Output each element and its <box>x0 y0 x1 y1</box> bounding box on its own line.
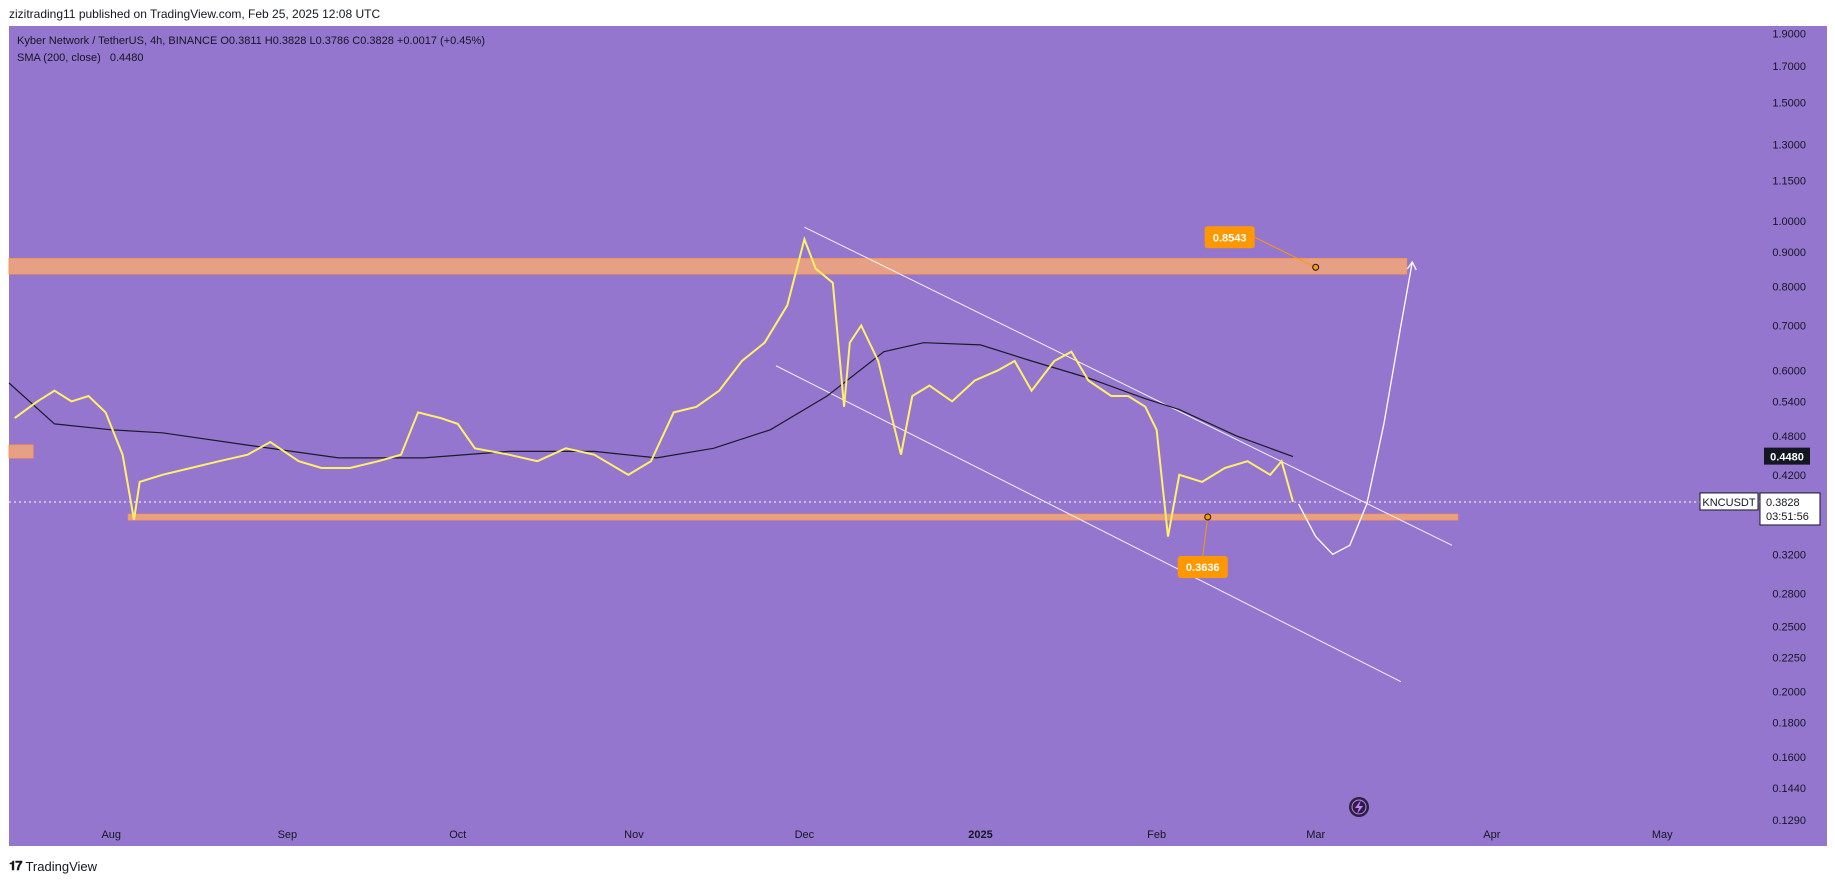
sma-price-tag-text: 0.4480 <box>1770 452 1804 464</box>
y-tick-label: 1.1500 <box>1772 175 1806 187</box>
y-tick-label: 0.3200 <box>1772 549 1806 561</box>
y-tick-label: 0.1800 <box>1772 718 1806 730</box>
x-tick-label: Aug <box>101 829 121 841</box>
tradingview-icon: 𝟏𝟕 <box>9 858 23 873</box>
y-tick-label: 0.6000 <box>1772 366 1806 378</box>
y-tick-label: 0.4200 <box>1772 470 1806 482</box>
support-price-label[interactable]: 0.3636 <box>1177 556 1228 579</box>
chart-area[interactable] <box>9 26 1827 846</box>
target-marker <box>1312 263 1320 271</box>
symbol-tag: KNCUSDT <box>1699 492 1759 511</box>
x-tick-label: Dec <box>795 829 815 841</box>
sma-legend-value: 0.4480 <box>109 52 144 64</box>
y-tick-label: 0.2000 <box>1772 687 1806 699</box>
y-tick-label: 0.2500 <box>1772 622 1806 634</box>
zone-rect-0 <box>8 258 1408 275</box>
zones-layer <box>8 258 1459 521</box>
projection-layer <box>1298 260 1417 556</box>
channel-layer <box>775 226 1453 683</box>
y-tick-label: 0.9000 <box>1772 247 1806 259</box>
tradingview-logo[interactable]: 𝟏𝟕 TradingView <box>9 858 97 874</box>
x-axis: Aug Sep Oct Nov Dec 2025 Feb Mar Apr May <box>101 829 1673 841</box>
projection-arrowhead <box>1406 260 1417 271</box>
last-price-text: 0.3828 <box>1766 497 1800 509</box>
price-layer <box>14 236 1294 537</box>
zone-rect-2 <box>8 444 34 459</box>
support-marker <box>1204 513 1212 521</box>
sma-price-tag: 0.4480 <box>1764 447 1810 465</box>
y-tick-label: 0.2250 <box>1772 652 1806 664</box>
y-tick-label: 0.4800 <box>1772 431 1806 443</box>
symbol-tag-text: KNCUSDT <box>1702 497 1755 509</box>
y-tick-label: 0.7000 <box>1772 321 1806 333</box>
x-tick-label: 2025 <box>968 829 992 841</box>
x-tick-label: Nov <box>624 829 644 841</box>
zone-rect-1 <box>127 513 1459 521</box>
sma-legend-label: SMA (200, close) <box>17 52 101 64</box>
last-price-tag: 0.3828 03:51:56 <box>1759 492 1821 526</box>
channel-line-1 <box>775 365 1402 683</box>
publisher-line: zizitrading11 published on TradingView.c… <box>9 7 381 21</box>
y-tick-label: 1.5000 <box>1772 98 1806 110</box>
y-axis: 1.9000 1.7000 1.5000 1.3000 1.1500 1.0000 0.90… <box>1772 29 1806 827</box>
target-price-text: 0.8543 <box>1213 232 1247 244</box>
marker-layer <box>1202 236 1320 557</box>
y-tick-label: 1.7000 <box>1772 61 1806 73</box>
x-tick-label: Feb <box>1147 829 1166 841</box>
support-price-text: 0.3636 <box>1186 562 1220 574</box>
support-connector <box>1202 516 1209 557</box>
countdown-text: 03:51:56 <box>1766 511 1809 523</box>
lightning-icon[interactable] <box>1349 797 1369 817</box>
sma-legend: SMA (200, close) 0.4480 <box>17 52 143 64</box>
price-line <box>14 236 1294 537</box>
y-tick-label: 0.1290 <box>1772 815 1806 827</box>
target-connector <box>1254 236 1316 268</box>
y-tick-label: 1.9000 <box>1772 29 1806 41</box>
brand-name: TradingView <box>25 858 98 874</box>
sma-layer <box>8 342 1294 459</box>
x-tick-label: Sep <box>278 829 298 841</box>
y-tick-label: 0.2800 <box>1772 588 1806 600</box>
sma-line <box>8 342 1294 459</box>
y-tick-label: 0.1600 <box>1772 752 1806 764</box>
y-tick-label: 1.0000 <box>1772 216 1806 228</box>
y-tick-label: 0.1440 <box>1772 783 1806 795</box>
target-price-label[interactable]: 0.8543 <box>1204 226 1255 249</box>
x-tick-label: Apr <box>1483 829 1500 841</box>
symbol-legend: Kyber Network / TetherUS, 4h, BINANCE O0… <box>17 35 485 47</box>
y-tick-label: 0.5400 <box>1772 396 1806 408</box>
y-tick-label: 0.8000 <box>1772 281 1806 293</box>
channel-line-0 <box>804 226 1453 546</box>
y-tick-label: 1.3000 <box>1772 140 1806 152</box>
x-tick-label: Mar <box>1306 829 1325 841</box>
x-tick-label: May <box>1652 829 1673 841</box>
x-tick-label: Oct <box>449 829 466 841</box>
projection-curve <box>1298 261 1413 556</box>
